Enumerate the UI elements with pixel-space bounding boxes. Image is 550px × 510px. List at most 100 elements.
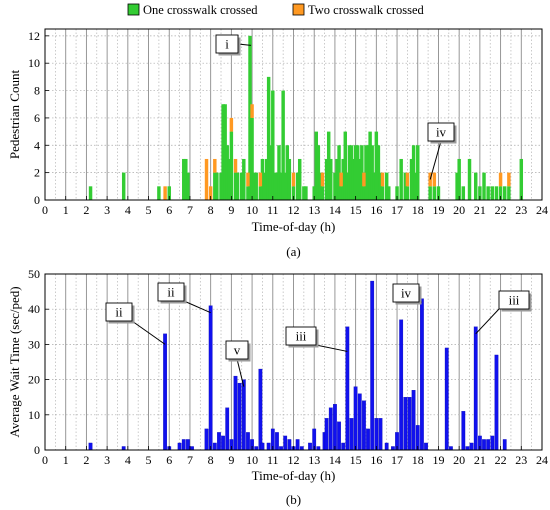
panel-a-xtick-label-5: 5: [146, 203, 152, 217]
panel-a-ylabel: Pedestrian Count: [7, 70, 22, 160]
panel-a-bar-s0-65: [353, 145, 358, 200]
panel-a-bar-s0-68: [360, 145, 364, 200]
panel-b-bar-s0-22: [260, 442, 265, 451]
panel-a-bars: [88, 35, 524, 201]
panel-b-callout-label-2: v: [234, 343, 241, 358]
panel-a-xtick-label-16: 16: [370, 203, 382, 217]
panel-a-bar-s0-73: [370, 145, 374, 200]
panel-b-bar-s0-43: [353, 386, 358, 451]
panel-b-bar-s0-58: [420, 298, 424, 451]
panel-b-bar-s0-4: [177, 442, 182, 451]
panel-b-bar-s0-38: [333, 404, 337, 451]
panel-a-bar-s1-17: [498, 172, 503, 187]
panel-a-bar-s0-92: [455, 172, 459, 200]
panel-a-bar-s0-96: [474, 172, 478, 200]
panel-a-bar-s0-59: [341, 158, 345, 200]
panel-a-xtick-label-7: 7: [187, 203, 193, 217]
panel-a-bar-s0-57: [337, 145, 341, 200]
panel-a-xtick-label-3: 3: [104, 203, 110, 217]
panel-a-bar-s0-66: [355, 145, 360, 200]
panel-a-bar-s0-36: [277, 145, 281, 200]
panel-b-bar-s0-62: [461, 411, 466, 451]
panel-b-callout-line-3: [315, 344, 348, 352]
panel-a-bar-s0-99: [486, 186, 490, 200]
panel-b-bar-s0-28: [287, 439, 292, 451]
panel-a-bar-s0-81: [395, 186, 399, 200]
panel-a-bar-s0-29: [262, 172, 267, 200]
panel-a-label: (a): [286, 244, 300, 259]
panel-a-bar-s0-23: [248, 35, 252, 201]
panel-a-bar-s1-7: [250, 104, 254, 118]
legend: One crosswalk crossed Two crosswalk cros…: [127, 3, 425, 17]
panel-b-xtick-label-22: 22: [495, 453, 507, 467]
panel-a-bar-s0-2: [157, 186, 161, 200]
panel-b-callout-box-1: [157, 282, 185, 302]
panel-a-bar-s0-69: [362, 186, 366, 200]
panel-a-bar-s0-38: [281, 90, 285, 200]
panel-a-xtick-label-20: 20: [453, 203, 465, 217]
panel-a-ytick-label-8: 8: [34, 84, 40, 98]
panel-b-xtick-label-4: 4: [125, 453, 131, 467]
panel-a-bar-s0-18: [233, 172, 238, 200]
panel-b-bar-s0-70: [494, 354, 499, 451]
panel-a-bar-s0-54: [329, 158, 333, 200]
panel-a-bar-s0-85: [409, 158, 414, 200]
panel-a-bar-s0-20: [240, 172, 244, 200]
panel-b-bar-s0-7: [190, 446, 194, 451]
panel-a-xtick-label-1: 1: [63, 203, 69, 217]
panel-b-xtick-label-0: 0: [42, 453, 48, 467]
panel-a-bar-s0-71: [366, 145, 370, 200]
panel-a-callout-label-0: i: [225, 37, 229, 52]
panel-b-xtick-label-8: 8: [208, 453, 214, 467]
panel-b-bar-s0-20: [254, 446, 259, 451]
panel-b-callout-box-5: [498, 290, 530, 310]
panel-b-bar-s0-68: [486, 439, 491, 451]
panel-b-xtick-label-19: 19: [432, 453, 444, 467]
panel-b-bar-s0-56: [411, 390, 416, 451]
panel-b-callout-line-0: [131, 320, 166, 345]
panel-b-bar-s0-54: [403, 397, 408, 451]
panel-a-xtick-label-22: 22: [495, 203, 507, 217]
panel-a-bar-s0-6: [184, 158, 188, 200]
panel-a-bar-s0-34: [273, 172, 277, 200]
panel-b-bar-s0-16: [237, 382, 242, 451]
panel-a-bar-s0-78: [380, 186, 385, 200]
panel-a-bar-s0-44: [297, 158, 302, 200]
panel-a-bar-s0-62: [347, 145, 352, 200]
panel-a-bar-s0-84: [405, 186, 410, 200]
panel-a-xtick-label-4: 4: [125, 203, 131, 217]
panel-b-callout-label-4: iv: [401, 286, 412, 301]
panel-b-bar-s0-65: [473, 326, 478, 451]
panel-a-bar-s0-31: [266, 76, 271, 200]
panel-a-bar-s1-3: [213, 158, 217, 173]
panel-b-xtick-label-14: 14: [329, 453, 341, 467]
panel-b-bar-s0-30: [295, 439, 300, 451]
panel-a-bar-s0-76: [376, 145, 381, 200]
panel-b-bar-s0-15: [233, 375, 238, 451]
panel-b-xlabel: Time-of-day (h): [252, 468, 336, 483]
panel-b-bar-s0-18: [246, 432, 250, 451]
panel-b-bar-s0-23: [266, 442, 271, 451]
panel-a-bar-s0-51: [320, 186, 325, 200]
panel-b-xtick-label-1: 1: [63, 453, 69, 467]
panel-a-bar-s1-4: [229, 117, 234, 132]
panel-b-bar-s0-44: [357, 393, 362, 451]
panel-b-xtick-label-16: 16: [370, 453, 382, 467]
panel-a-bar-s0-45: [302, 186, 306, 200]
panel-b-ytick-label-0: 0: [34, 443, 40, 457]
panel-a-bar-s0-88: [416, 145, 420, 200]
panel-a-bar-s0-87: [413, 172, 418, 200]
panel-b-bar-s0-40: [341, 442, 346, 451]
panel-b-bar-s0-6: [186, 439, 190, 451]
panel-a-bar-s0-16: [227, 158, 232, 200]
panel-a-xtick-label-12: 12: [288, 203, 300, 217]
panel-b-bar-s0-46: [366, 428, 370, 451]
panel-a-bar-s0-7: [186, 172, 190, 200]
panel-a-xtick-label-19: 19: [432, 203, 444, 217]
panel-a-bar-s0-0: [88, 186, 93, 200]
panel-b-xtick-label-7: 7: [187, 453, 193, 467]
panel-a-bar-s0-80: [387, 186, 391, 200]
panel-a-xtick-label-23: 23: [515, 203, 527, 217]
panel-a-bar-s0-75: [374, 131, 379, 200]
panel-a-bar-s0-102: [498, 186, 503, 200]
